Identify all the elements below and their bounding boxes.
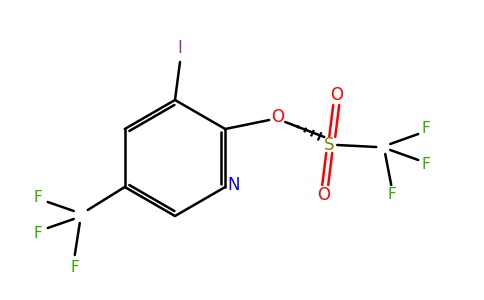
Text: F: F	[33, 190, 42, 205]
Text: N: N	[227, 176, 240, 194]
Text: F: F	[422, 158, 431, 172]
Text: O: O	[317, 186, 330, 204]
Text: F: F	[388, 188, 396, 202]
Text: S: S	[324, 136, 334, 154]
Text: F: F	[33, 226, 42, 241]
Text: O: O	[271, 108, 284, 126]
Text: F: F	[70, 260, 79, 274]
Text: I: I	[178, 39, 182, 57]
Text: O: O	[330, 86, 343, 104]
Text: F: F	[422, 122, 431, 136]
